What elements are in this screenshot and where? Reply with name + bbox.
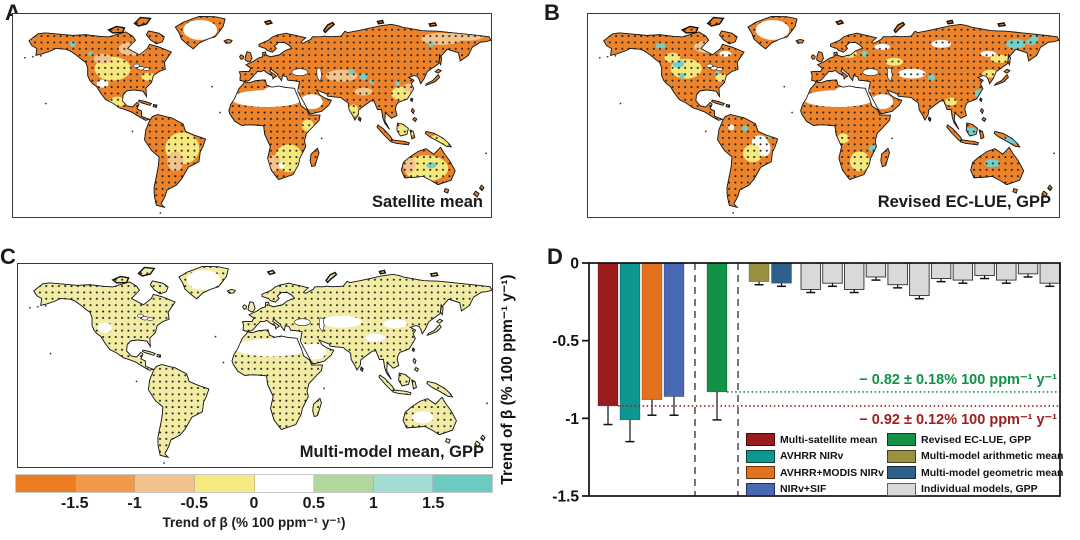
legend-label: NIRv+SIF bbox=[780, 483, 827, 495]
legend-swatch bbox=[746, 433, 775, 446]
colorbar-seg bbox=[433, 475, 492, 492]
colorbar-tick: 0 bbox=[249, 495, 259, 512]
legend-label: Individual models, GPP bbox=[921, 483, 1038, 495]
colorbar-seg bbox=[314, 475, 374, 492]
colorbar-tick: -1.5 bbox=[60, 495, 89, 512]
svg-text:-0.5: -0.5 bbox=[552, 333, 579, 350]
legend-swatch bbox=[746, 466, 775, 479]
legend-swatch bbox=[746, 449, 775, 463]
world-map-satellite-mean bbox=[13, 14, 491, 214]
legend-label: AVHRR+MODIS NIRv bbox=[780, 466, 884, 479]
world-map-revised-ec-lue bbox=[588, 14, 1059, 214]
map-b-label: Revised EC-LUE, GPP bbox=[877, 193, 1051, 211]
colorbar-tick: -1 bbox=[127, 495, 142, 512]
svg-text:-1.5: -1.5 bbox=[552, 489, 579, 506]
annotation-red: − 0.92 ± 0.12% 100 ppm⁻¹ y⁻¹ bbox=[859, 412, 1057, 428]
colorbar-tick: 1.5 bbox=[422, 495, 445, 512]
legend-swatch bbox=[887, 449, 916, 463]
svg-text:0: 0 bbox=[570, 256, 579, 273]
panel-c-letter: C bbox=[0, 244, 16, 269]
panel-b-letter: B bbox=[544, 0, 560, 25]
colorbar-seg bbox=[75, 475, 136, 492]
svg-text:Trend of β (% 100 ppm⁻¹ y⁻¹): Trend of β (% 100 ppm⁻¹ y⁻¹) bbox=[499, 274, 516, 484]
legend-swatch bbox=[887, 482, 916, 496]
legend-label: Multi-satellite mean bbox=[780, 433, 878, 446]
colorbar-title: Trend of β (% 100 ppm⁻¹ y⁻¹) bbox=[162, 515, 346, 530]
legend-label: Multi-model arithmetic mean bbox=[921, 450, 1064, 462]
map-a-label: Satellite mean bbox=[372, 193, 483, 211]
colorbar-tick: -0.5 bbox=[180, 495, 209, 512]
colorbar-tick: 1 bbox=[369, 495, 378, 512]
colorbar-tick: 0.5 bbox=[302, 495, 325, 512]
legend-swatch bbox=[887, 466, 916, 479]
svg-text:-1: -1 bbox=[565, 411, 579, 428]
colorbar-seg bbox=[254, 475, 315, 492]
map-panel-c: Multi-model mean, GPP bbox=[17, 263, 493, 468]
world-map-multi-model-mean bbox=[18, 264, 492, 464]
colorbar-seg bbox=[194, 475, 255, 492]
legend-swatch bbox=[887, 433, 916, 446]
legend-swatch bbox=[746, 482, 775, 496]
map-panel-b: Revised EC-LUE, GPP bbox=[587, 13, 1060, 218]
colorbar-seg bbox=[135, 475, 195, 492]
legend-label: Multi-model geometric mean bbox=[921, 466, 1064, 479]
colorbar bbox=[15, 474, 493, 493]
map-panel-a: Satellite mean bbox=[12, 13, 492, 218]
legend-label: AVHRR NIRv bbox=[780, 450, 844, 462]
map-c-label: Multi-model mean, GPP bbox=[299, 443, 484, 461]
colorbar-seg bbox=[373, 475, 434, 492]
bar-chart: 0 -0.5 -1 -1.5 Trend of β (% 100 ppm⁻¹ y⁻¹) bbox=[499, 256, 1061, 506]
panel-d-letter: D bbox=[547, 244, 563, 269]
legend-label: Revised EC-LUE, GPP bbox=[921, 433, 1032, 446]
annotation-green: − 0.82 ± 0.18% 100 ppm⁻¹ y⁻¹ bbox=[859, 372, 1057, 388]
colorbar-seg bbox=[16, 475, 76, 492]
